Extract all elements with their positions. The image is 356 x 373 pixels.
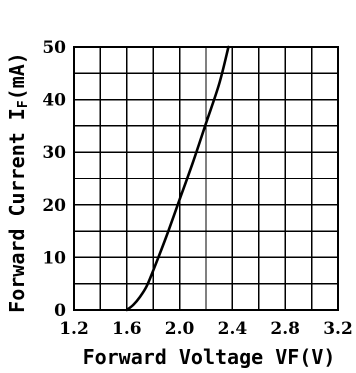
grid <box>73 46 339 311</box>
x-tick-label: 2.0 <box>165 319 195 339</box>
x-tick-label: 2.4 <box>218 319 248 339</box>
y-tick-label: 40 <box>42 91 66 111</box>
y-tick-label: 50 <box>42 38 66 58</box>
x-tick-label: 1.6 <box>112 319 142 339</box>
y-tick-label: 0 <box>54 301 66 321</box>
x-axis-title: Forward Voltage VF(V) <box>83 345 336 369</box>
y-tick-labels: 0 10 20 30 40 50 <box>42 38 66 321</box>
x-tick-label: 3.2 <box>323 319 353 339</box>
series-line <box>125 45 230 312</box>
x-tick-label: 1.2 <box>59 319 89 339</box>
y-tick-label: 10 <box>42 248 66 268</box>
plot-frame <box>73 46 339 311</box>
y-axis-title: Forward Current IF(mA) <box>5 52 31 313</box>
y-tick-label: 30 <box>42 143 66 163</box>
x-tick-labels: 1.2 1.6 2.0 2.4 2.8 3.2 <box>59 319 353 339</box>
y-tick-label: 20 <box>42 196 66 216</box>
x-tick-label: 2.8 <box>270 319 300 339</box>
series-group <box>125 45 230 312</box>
